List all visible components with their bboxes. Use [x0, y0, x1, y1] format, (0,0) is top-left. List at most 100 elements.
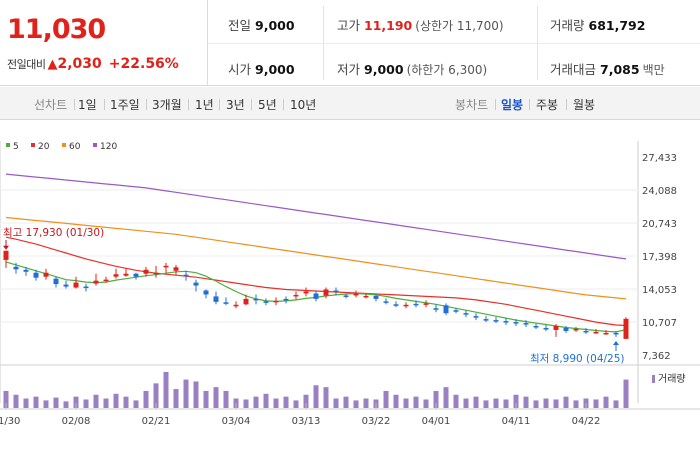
candle-body — [453, 310, 459, 312]
y-tick-label: 20,743 — [642, 219, 677, 230]
period-1y-tab[interactable]: 1년 — [195, 98, 214, 112]
candle-body — [163, 265, 169, 268]
period-5y-tab[interactable]: 5년 — [258, 98, 277, 112]
volume-bar — [313, 385, 319, 408]
volume-bar — [3, 390, 9, 408]
candle-daily-tab[interactable]: 일봉 — [501, 98, 524, 112]
volume-bar — [103, 398, 109, 408]
volume-bar — [153, 383, 159, 408]
volume-bar — [53, 397, 59, 408]
candle-body — [293, 294, 299, 297]
x-tick-label: 02/21 — [142, 416, 171, 427]
candle-body — [283, 298, 289, 301]
divider — [219, 99, 220, 110]
period-3y-tab[interactable]: 3년 — [226, 98, 245, 112]
volume-bar — [353, 400, 359, 408]
volume-bar — [203, 390, 209, 408]
volume-bar — [63, 401, 69, 408]
volume-bar — [123, 396, 129, 408]
volume-bar — [293, 400, 299, 408]
candle-body — [323, 289, 329, 296]
candle-body — [553, 326, 559, 330]
divider — [566, 99, 567, 110]
volume-bar — [253, 396, 259, 408]
volume-bar — [473, 396, 479, 408]
candle-body — [473, 316, 479, 318]
candle-body — [3, 250, 9, 260]
volume-bar — [263, 393, 269, 408]
stat-open: 시가 9,000 — [228, 62, 295, 77]
x-tick-label: 04/22 — [572, 416, 601, 427]
candle-body — [103, 279, 109, 282]
chart-toolbar: 선차트 1일 1주일 3개월 1년 3년 5년 10년 봉차트 일봉 주봉 월봉 — [0, 87, 700, 120]
volume-bar — [273, 398, 279, 408]
period-1d-tab[interactable]: 1일 — [78, 98, 97, 112]
candle-body — [73, 282, 79, 288]
stat-high: 고가 11,190 (상한가 11,700) — [337, 18, 504, 33]
candle-body — [513, 322, 519, 324]
volume-bar — [93, 394, 99, 408]
current-price: 11,030 — [7, 14, 106, 45]
candle-monthly-tab[interactable]: 월봉 — [573, 98, 596, 112]
legend-swatch-5 — [6, 143, 10, 147]
volume-bar — [503, 399, 509, 408]
ma-line-ma60 — [5, 216, 627, 300]
legend-label-120: 120 — [100, 142, 117, 152]
change-label: 전일대비 — [7, 58, 46, 71]
candle-body — [123, 273, 129, 276]
up-arrow-icon: ▲ — [47, 57, 58, 72]
candle-body — [213, 296, 219, 302]
volume-bar — [533, 400, 539, 408]
volume-bar — [193, 381, 199, 408]
candle-body — [133, 273, 139, 277]
volume-legend-label: 거래량 — [658, 373, 686, 385]
volume-bar — [363, 398, 369, 408]
price-box: 11,030 전일대비 ▲2,030 +22.56% — [0, 0, 208, 86]
volume-bar — [183, 379, 189, 408]
period-3m-tab[interactable]: 3개월 — [152, 98, 182, 112]
candle-body — [373, 295, 379, 299]
period-10y-tab[interactable]: 10년 — [290, 98, 317, 112]
high-arrow-head-icon — [3, 245, 9, 250]
candle-body — [563, 327, 569, 331]
volume-bar — [13, 394, 19, 408]
candle-body — [603, 332, 609, 335]
volume-bar — [243, 399, 249, 408]
candle-body — [113, 274, 119, 277]
x-tick-label: 02/08 — [62, 416, 91, 427]
legend-swatch-120 — [93, 143, 97, 147]
volume-bar — [543, 398, 549, 408]
candle-body — [53, 278, 59, 285]
quote-summary: 11,030 전일대비 ▲2,030 +22.56% 전일 9,000 고가 11,19… — [0, 0, 700, 86]
legend-label-20: 20 — [38, 142, 50, 152]
legend-swatch-60 — [62, 143, 66, 147]
candle-body — [353, 293, 359, 296]
legend-swatch-20 — [31, 143, 35, 147]
high-annotation: 최고 17,930 (01/30) — [3, 227, 104, 239]
candle-body — [63, 284, 69, 287]
volume-bar — [613, 400, 619, 408]
divider — [208, 43, 700, 44]
x-tick-label: 04/01 — [422, 416, 451, 427]
ma-line-ma120 — [5, 173, 627, 260]
divider — [104, 99, 105, 110]
line-chart-label: 선차트 — [34, 98, 68, 112]
stock-chart[interactable]: 5 20 60 120 27,433 24,088 20,743 17,398 14,053 10… — [0, 121, 700, 450]
volume-bar — [513, 394, 519, 408]
stat-volume: 거래량 681,792 — [550, 18, 646, 33]
candle-body — [153, 272, 159, 275]
volume-bar — [453, 394, 459, 408]
candle-body — [223, 302, 229, 304]
volume-bar — [463, 398, 469, 408]
volume-bar — [593, 399, 599, 408]
candle-weekly-tab[interactable]: 주봉 — [536, 98, 559, 112]
candle-chart-label: 봉차트 — [455, 98, 489, 112]
ma-line-ma20 — [5, 236, 627, 327]
volume-bar — [603, 396, 609, 408]
volume-legend-swatch — [652, 375, 655, 383]
period-1w-tab[interactable]: 1주일 — [110, 98, 140, 112]
volume-bar — [303, 394, 309, 408]
candle-body — [173, 267, 179, 271]
volume-bar — [483, 400, 489, 408]
candle-body — [303, 291, 309, 294]
